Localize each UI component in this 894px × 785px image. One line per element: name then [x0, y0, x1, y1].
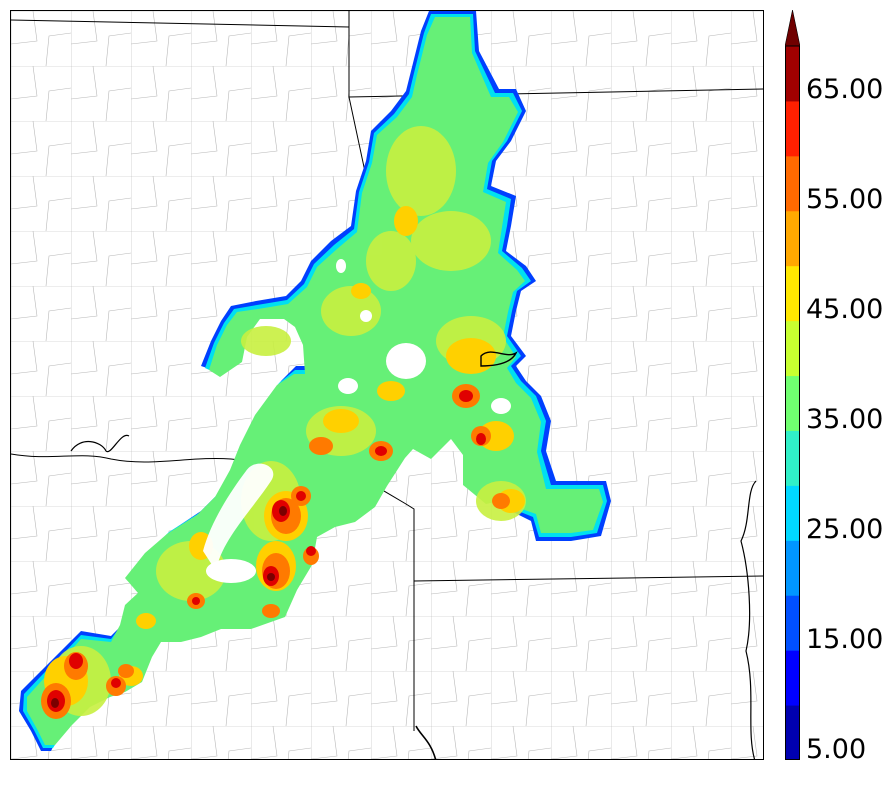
- colorbar-segment: [785, 375, 800, 431]
- colorbar-label: 15.00: [806, 624, 884, 655]
- colorbar-label: 55.00: [806, 184, 884, 215]
- colorbar-segment: [785, 650, 800, 706]
- colorbar-frame: [785, 45, 800, 760]
- colorbar-segment: [785, 485, 800, 541]
- colorbar-segment: [785, 155, 800, 212]
- colorbar-segment: [785, 210, 800, 267]
- colorbar-label: 25.00: [806, 514, 884, 545]
- colorbar-segment: [785, 430, 800, 486]
- colorbar-label: 65.00: [806, 74, 884, 105]
- colorbar-segment: [785, 265, 800, 322]
- colorbar-extend-arrow: [785, 10, 800, 47]
- reflectivity-coverage: [19, 11, 611, 751]
- colorbar-label: 5.00: [806, 734, 867, 765]
- colorbar-segment: [785, 100, 800, 157]
- colorbar-segment: [785, 46, 800, 102]
- colorbar-segment: [785, 705, 800, 760]
- colorbar-label: 35.00: [806, 404, 884, 435]
- colorbar-label: 45.00: [806, 294, 884, 325]
- colorbar-segment: [785, 595, 800, 651]
- map-panel: [10, 10, 764, 760]
- colorbar-segment: [785, 540, 800, 596]
- reflectivity-map: [11, 11, 763, 759]
- colorbar-segment: [785, 320, 800, 377]
- colorbar: [785, 10, 800, 760]
